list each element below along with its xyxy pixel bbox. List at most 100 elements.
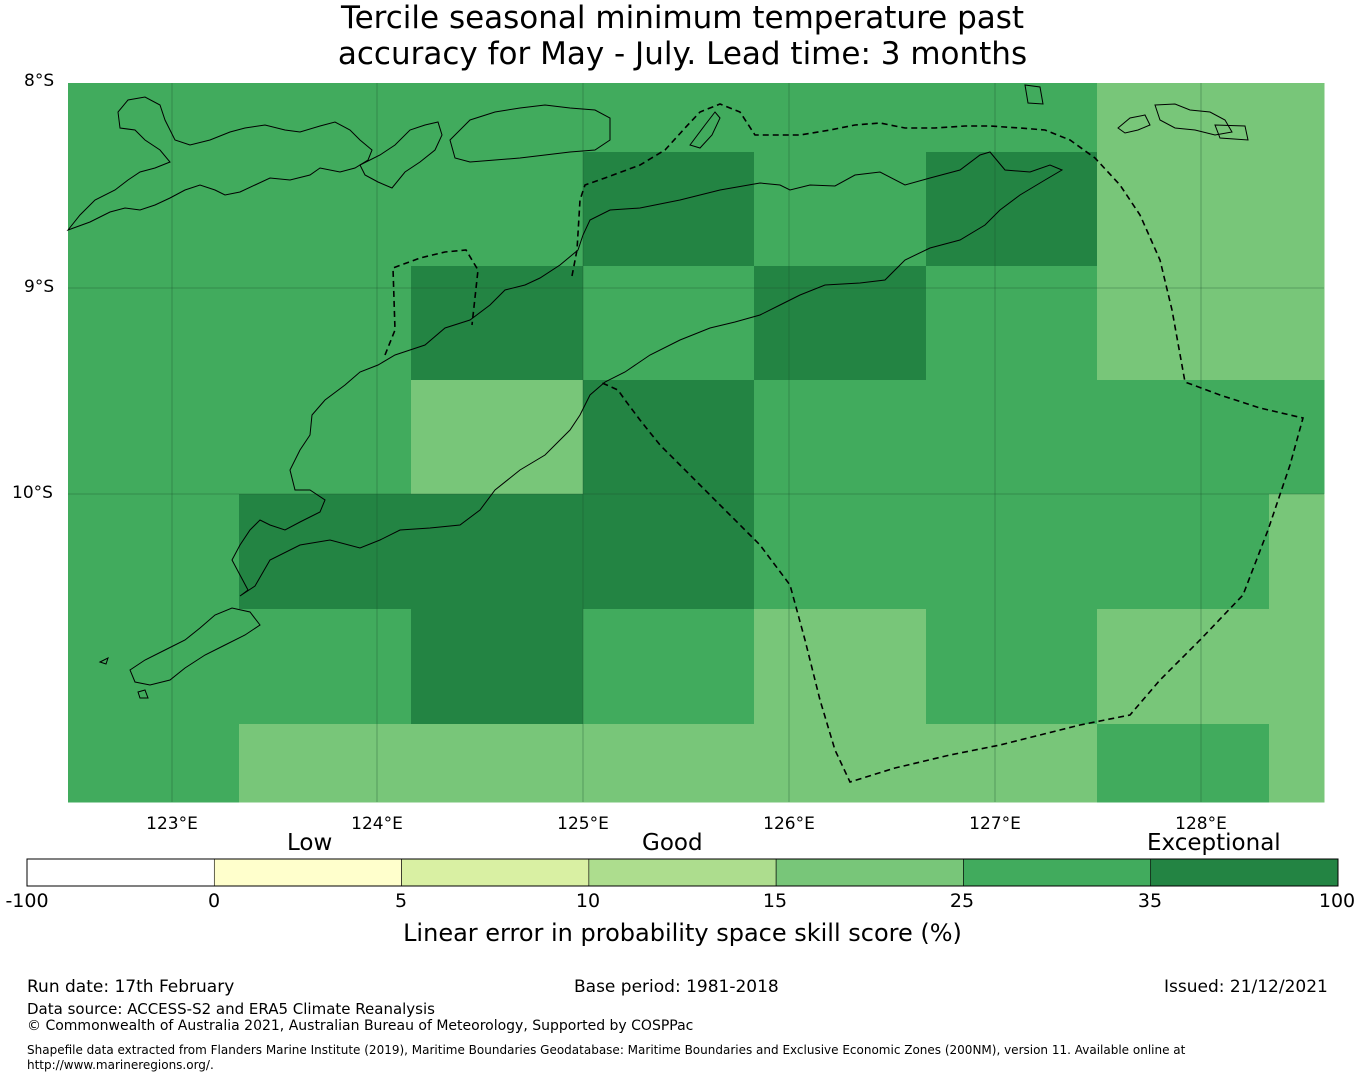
skill-grid-cell bbox=[239, 266, 412, 381]
skill-grid-cell bbox=[926, 494, 1098, 610]
lat-label-9s: 9°S bbox=[24, 277, 55, 297]
skill-grid-cell bbox=[68, 380, 240, 495]
small-island-outline-2 bbox=[1214, 124, 1249, 141]
skill-grid-cell bbox=[411, 724, 584, 803]
skill-grid-cell bbox=[68, 152, 240, 267]
lon-label-127e: 127°E bbox=[969, 814, 1021, 834]
skill-grid-cell bbox=[926, 83, 1098, 153]
skill-grid-cell bbox=[411, 152, 584, 267]
colorbar-tick-5: 25 bbox=[949, 890, 975, 912]
lon-label-124e: 124°E bbox=[351, 814, 403, 834]
colorbar-tick-2: 5 bbox=[394, 890, 408, 912]
skill-grid-cell bbox=[583, 152, 755, 267]
skill-grid-cell bbox=[1269, 724, 1325, 803]
skill-grid-cell bbox=[239, 724, 412, 803]
coastlines bbox=[66, 84, 1249, 699]
skill-grid-cell bbox=[411, 494, 584, 610]
lon-label-125e: 125°E bbox=[557, 814, 609, 834]
skill-grid-cell bbox=[239, 83, 412, 153]
skill-grid-cell bbox=[1269, 494, 1325, 610]
small-island-outline-1 bbox=[1117, 114, 1151, 134]
skill-grid-cell bbox=[1269, 266, 1325, 381]
skill-grid-cell bbox=[1097, 152, 1270, 267]
skill-grid-cell bbox=[68, 609, 240, 725]
eez-boundaries bbox=[384, 103, 1304, 783]
skill-grid-cell bbox=[583, 724, 755, 803]
wetar-island-outline bbox=[449, 104, 611, 163]
roti-island-outline bbox=[98, 657, 109, 665]
lat-label-8s: 8°S bbox=[24, 71, 55, 91]
skill-grid-cell bbox=[68, 266, 240, 381]
skill-grid-cell bbox=[583, 266, 755, 381]
skill-grid-cell bbox=[583, 494, 755, 610]
skill-grid-cell bbox=[411, 609, 584, 725]
skill-grid-cell bbox=[239, 380, 412, 495]
map-title-line2: accuracy for May - July. Lead time: 3 mo… bbox=[337, 36, 1028, 72]
skill-grid-cell bbox=[926, 266, 1098, 381]
alor-island-outline bbox=[66, 96, 373, 232]
timor-leste-eez-boundary bbox=[571, 103, 1304, 783]
skill-grid-cell bbox=[68, 724, 240, 803]
skill-grid-cell bbox=[1097, 380, 1270, 495]
skill-grid-cell bbox=[411, 83, 584, 153]
skill-grid-cell bbox=[754, 83, 927, 153]
colorbar-word-exceptional: Exceptional bbox=[1147, 830, 1281, 856]
data-source: Data source: ACCESS-S2 and ERA5 Climate … bbox=[27, 1000, 435, 1018]
skill-grid-cell bbox=[583, 380, 755, 495]
skill-grid-cell bbox=[239, 152, 412, 267]
skill-grid-cell bbox=[1097, 609, 1270, 725]
babar-island-outline bbox=[1154, 103, 1233, 136]
skill-grid-cell bbox=[1269, 83, 1325, 153]
base-period: Base period: 1981-2018 bbox=[574, 977, 779, 997]
colorbar-word-low: Low bbox=[287, 830, 333, 856]
roti-island-outline-2 bbox=[129, 607, 261, 686]
skill-grid-cell bbox=[239, 494, 412, 610]
lat-label-10s: 10°S bbox=[12, 483, 53, 503]
skill-grid-cell bbox=[1097, 494, 1270, 610]
skill-grid-cell bbox=[926, 380, 1098, 495]
colorbar-tick-4: 15 bbox=[762, 890, 788, 912]
skill-grid-cell bbox=[583, 609, 755, 725]
small-island-outline-3 bbox=[1024, 84, 1044, 105]
skill-grid-cell bbox=[411, 266, 584, 381]
graticule bbox=[68, 83, 1324, 802]
skill-grid-cell bbox=[1269, 380, 1325, 495]
skill-grid-cell bbox=[754, 494, 927, 610]
skill-grid-cell bbox=[68, 83, 240, 153]
skill-grid-cell bbox=[754, 152, 927, 267]
colorbar-tick-7: 100 bbox=[1318, 890, 1356, 912]
colorbar-tick-1: 0 bbox=[207, 890, 221, 912]
colorbar-word-good: Good bbox=[642, 830, 703, 856]
semau-island-outline bbox=[137, 689, 149, 699]
skill-grid-cell bbox=[926, 152, 1098, 267]
lon-label-128e: 128°E bbox=[1175, 814, 1227, 834]
skill-grid-cell bbox=[1097, 83, 1270, 153]
oecusse-boundary bbox=[384, 249, 479, 356]
skill-grid-cell bbox=[583, 83, 755, 153]
issued-date: Issued: 21/12/2021 bbox=[1164, 977, 1328, 997]
skill-grid-cell bbox=[239, 609, 412, 725]
skill-grid-cell bbox=[754, 609, 927, 725]
skill-grid bbox=[68, 83, 1325, 803]
skill-grid-cell bbox=[1097, 266, 1270, 381]
lon-label-126e: 126°E bbox=[763, 814, 815, 834]
skill-grid-cell bbox=[68, 494, 240, 610]
skill-grid-cell bbox=[926, 724, 1098, 803]
skill-grid-cell bbox=[754, 380, 927, 495]
atauro-island-outline bbox=[689, 111, 721, 149]
shapefile-credit-line2: http://www.marineregions.org/. bbox=[27, 1058, 214, 1072]
skill-grid-cell bbox=[1269, 152, 1325, 267]
run-date: Run date: 17th February bbox=[27, 977, 235, 997]
lon-label-123e: 123°E bbox=[146, 814, 198, 834]
skill-grid-cell bbox=[754, 266, 927, 381]
colorbar-tick-3: 10 bbox=[575, 890, 601, 912]
copyright: © Commonwealth of Australia 2021, Austra… bbox=[27, 1018, 694, 1034]
skill-grid-cell bbox=[1097, 724, 1270, 803]
pantar-island-outline bbox=[359, 121, 443, 189]
skill-grid-cell bbox=[926, 609, 1098, 725]
colorbar-tick-6: 35 bbox=[1137, 890, 1163, 912]
colorbar-axis-label: Linear error in probability space skill … bbox=[403, 919, 962, 947]
colorbar-tick-0: -100 bbox=[5, 890, 49, 912]
skill-grid-cell bbox=[754, 724, 927, 803]
